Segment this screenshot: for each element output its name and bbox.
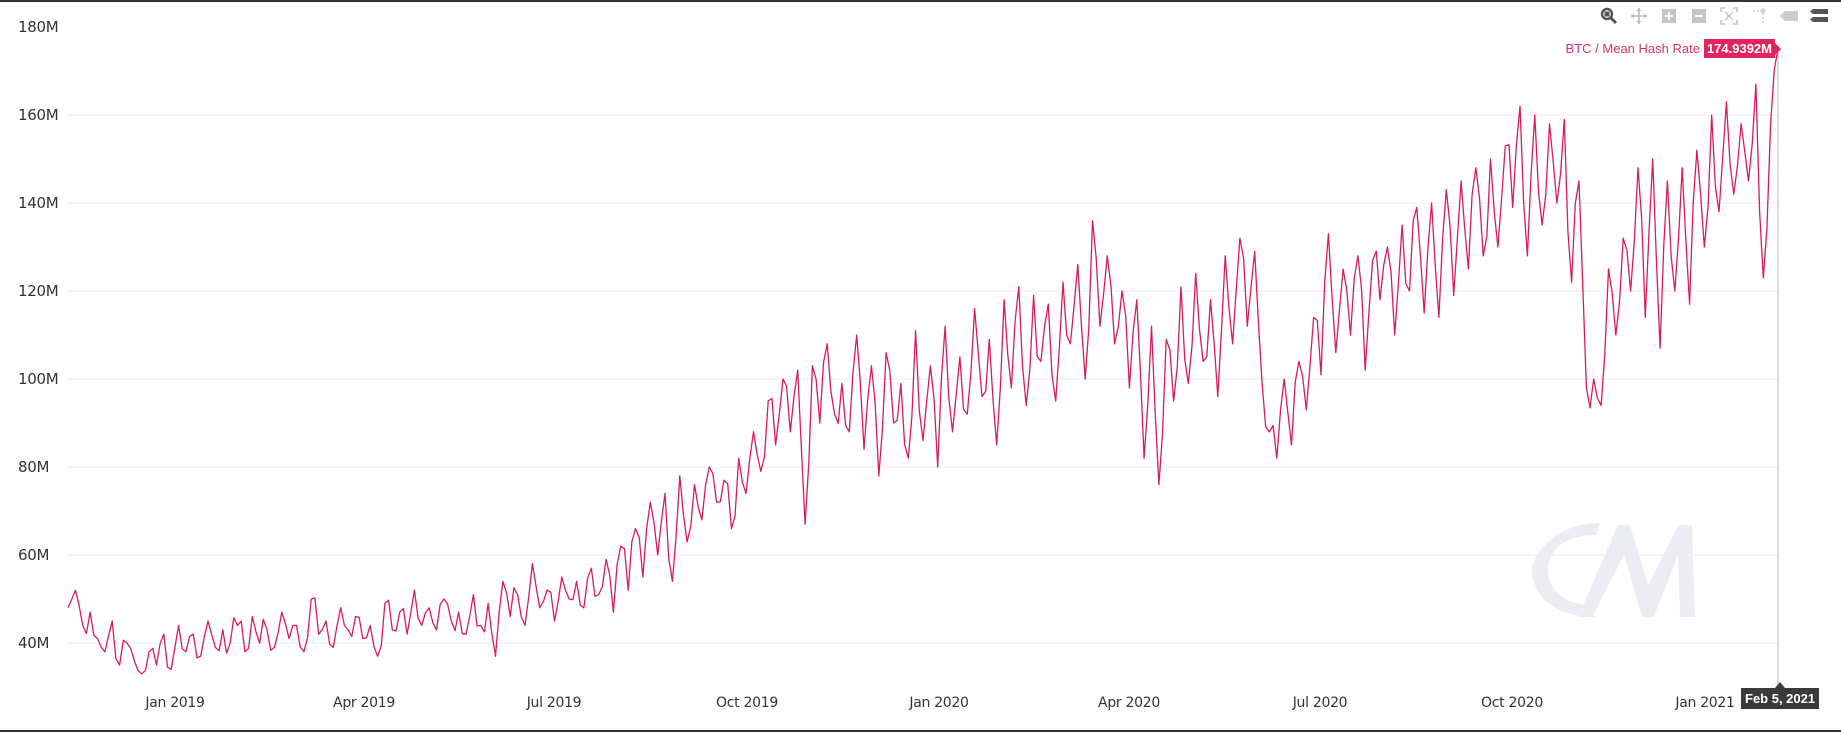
gridlines (68, 114, 1779, 644)
chart-toolbar (1599, 6, 1829, 26)
y-tick-label: 80M (18, 458, 50, 476)
x-tick-label: Jan 2020 (909, 695, 969, 711)
legend-current-value: 174.9392M (1703, 39, 1775, 58)
series-legend: BTC / Mean Hash Rate 174.9392M (1566, 39, 1775, 58)
reset-zoom-icon[interactable] (1719, 6, 1739, 26)
legend-series-name: BTC / Mean Hash Rate (1565, 41, 1700, 56)
x-tick-label: Oct 2019 (716, 695, 778, 711)
x-tick-label: Apr 2020 (1098, 695, 1160, 711)
x-tick-label: Jul 2019 (526, 695, 582, 711)
annotation-pin-icon[interactable] (1749, 6, 1769, 26)
x-tick-label: Jan 2019 (145, 695, 205, 711)
crosshair-date-label: Feb 5, 2021 (1741, 688, 1820, 709)
hash-rate-line[interactable] (67, 48, 1779, 675)
y-tick-label: 100M (18, 370, 59, 388)
x-tick-label: Apr 2019 (333, 695, 395, 711)
zoom-in-icon[interactable] (1659, 6, 1679, 26)
pan-icon[interactable] (1629, 6, 1649, 26)
y-tick-label: 60M (18, 546, 50, 564)
y-tick-label: 180M (18, 18, 59, 36)
tag-icon[interactable] (1779, 6, 1799, 26)
y-tick-label: 160M (18, 106, 59, 124)
y-tick-label: 120M (18, 282, 59, 300)
y-tick-label: 40M (18, 634, 50, 652)
cm-watermark (1532, 523, 1695, 617)
y-tick-label: 140M (18, 194, 59, 212)
zoom-out-icon[interactable] (1689, 6, 1709, 26)
zoom-selection-icon[interactable] (1599, 6, 1619, 26)
x-tick-label: Oct 2020 (1481, 695, 1543, 711)
x-tick-label: Jan 2021 (1675, 695, 1735, 711)
x-tick-label: Jul 2020 (1292, 695, 1348, 711)
menu-icon[interactable] (1809, 6, 1829, 26)
